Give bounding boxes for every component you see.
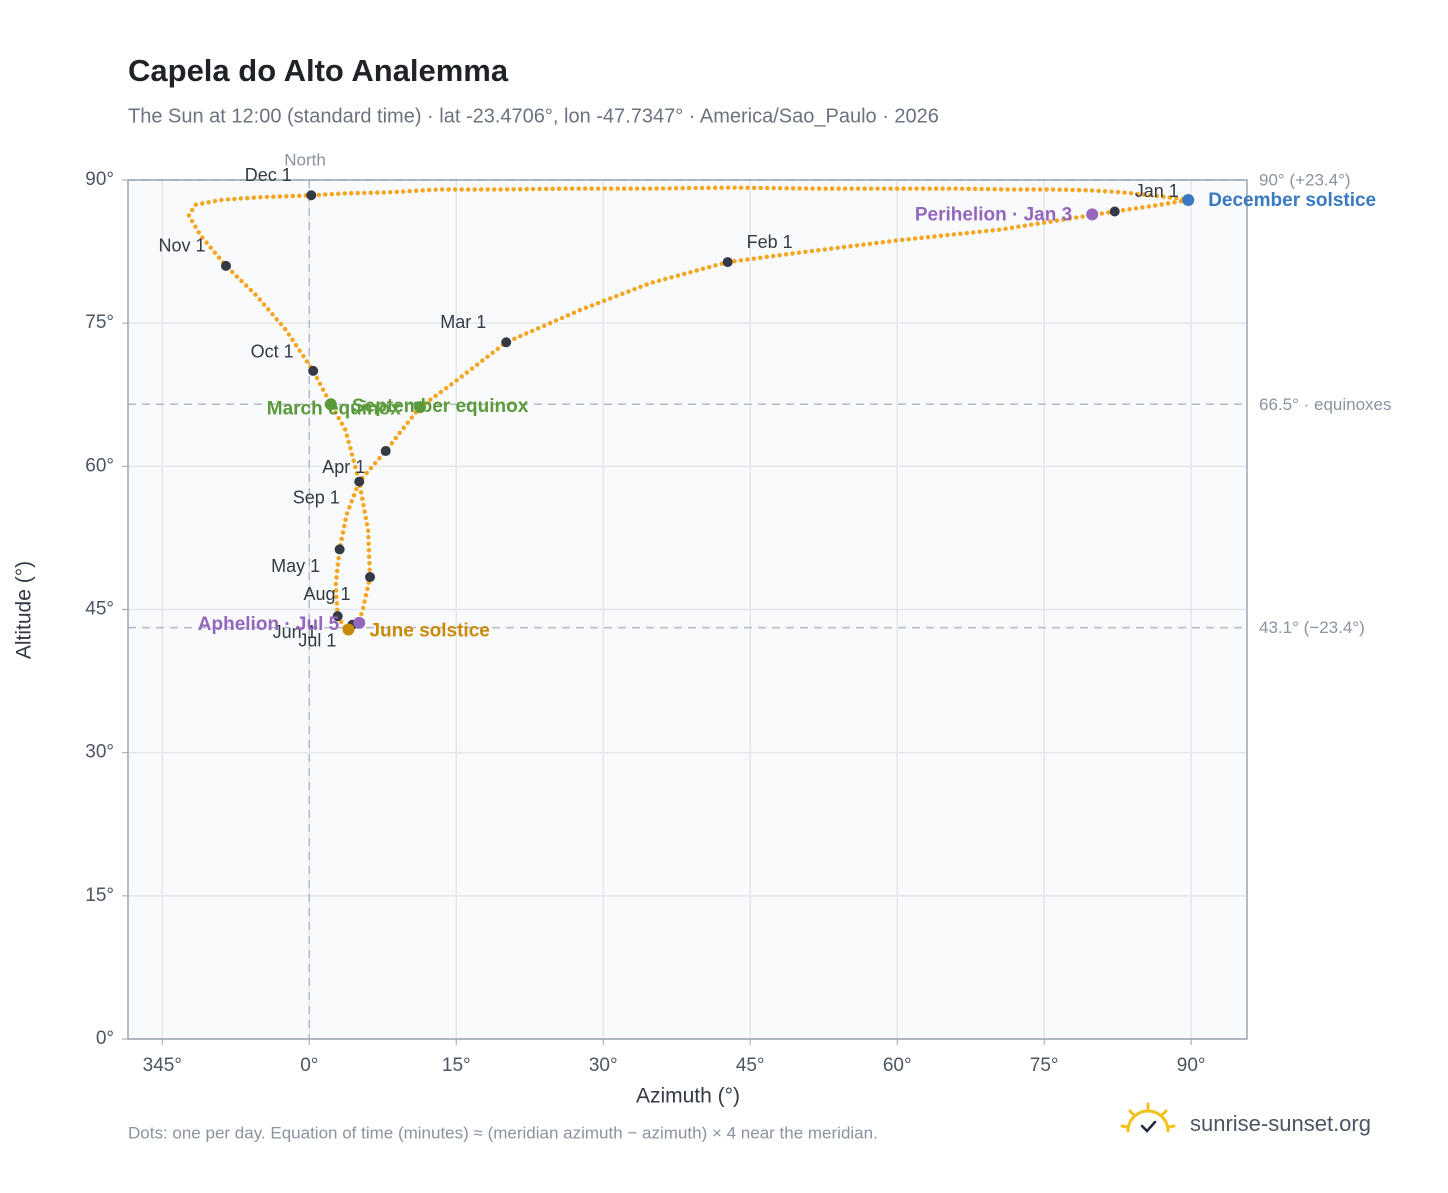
month-label: May 1 bbox=[271, 556, 320, 576]
event-marker bbox=[1182, 194, 1195, 207]
brand: sunrise-sunset.org bbox=[1190, 1111, 1371, 1136]
month-label: Mar 1 bbox=[440, 312, 486, 332]
event-label: June solstice bbox=[369, 621, 489, 642]
reference-label: 66.5° · equinoxes bbox=[1259, 395, 1392, 414]
logo-ray bbox=[1120, 1124, 1129, 1129]
logo-ray bbox=[1160, 1109, 1168, 1117]
month-label: Jan 1 bbox=[1135, 181, 1179, 201]
month-label: Apr 1 bbox=[322, 457, 365, 477]
month-marker bbox=[365, 572, 376, 583]
logo-ray bbox=[1167, 1124, 1176, 1129]
north-label: North bbox=[284, 150, 326, 169]
event-marker bbox=[1086, 208, 1099, 221]
y-tick-label: 45° bbox=[85, 599, 114, 620]
y-tick-label: 30° bbox=[85, 742, 114, 763]
reference-label: 90° (+23.4°) bbox=[1259, 170, 1351, 189]
event-label: Perihelion · Jan 3 bbox=[915, 204, 1072, 225]
reference-label: 43.1° (−23.4°) bbox=[1259, 618, 1365, 637]
event-label: Aphelion · Jul 5 bbox=[198, 614, 340, 635]
month-marker bbox=[1109, 206, 1120, 217]
x-axis-title: Azimuth (°) bbox=[636, 1085, 740, 1108]
x-tick-label: 345° bbox=[143, 1055, 182, 1076]
month-label: Nov 1 bbox=[158, 236, 205, 256]
event-marker bbox=[324, 398, 337, 411]
month-marker bbox=[722, 257, 733, 268]
y-tick-label: 15° bbox=[85, 885, 114, 906]
event-label: September equinox bbox=[352, 396, 529, 417]
x-tick-label: 30° bbox=[589, 1055, 618, 1076]
chart-subtitle: The Sun at 12:00 (standard time) · lat -… bbox=[128, 105, 939, 127]
month-label: Jun 1 bbox=[273, 622, 317, 642]
month-label: Feb 1 bbox=[747, 232, 793, 252]
x-tick-label: 45° bbox=[736, 1055, 765, 1076]
month-marker bbox=[380, 446, 391, 457]
month-label: Aug 1 bbox=[304, 584, 351, 604]
x-tick-label: 90° bbox=[1177, 1055, 1206, 1076]
month-marker bbox=[334, 544, 345, 555]
logo-check bbox=[1140, 1120, 1157, 1133]
y-axis-title: Altitude (°) bbox=[13, 561, 36, 659]
event-label: March equinox bbox=[267, 398, 402, 419]
brand-logo bbox=[1120, 1102, 1176, 1133]
month-label: Dec 1 bbox=[245, 165, 292, 185]
logo-ray bbox=[1128, 1109, 1136, 1117]
chart-title: Capela do Alto Analemma bbox=[128, 53, 509, 88]
footnote: Dots: one per day. Equation of time (min… bbox=[128, 1123, 878, 1142]
month-label: Oct 1 bbox=[251, 342, 294, 362]
month-marker bbox=[306, 190, 317, 201]
y-tick-label: 90° bbox=[85, 169, 114, 190]
y-tick-label: 75° bbox=[85, 312, 114, 333]
month-marker bbox=[354, 476, 365, 487]
marks bbox=[186, 185, 1195, 636]
event-marker bbox=[413, 401, 426, 414]
x-tick-label: 75° bbox=[1030, 1055, 1059, 1076]
month-marker bbox=[220, 260, 231, 271]
event-marker bbox=[353, 616, 366, 629]
x-tick-label: 0° bbox=[300, 1055, 318, 1076]
y-tick-label: 60° bbox=[85, 455, 114, 476]
event-label: December solstice bbox=[1208, 190, 1376, 211]
month-marker bbox=[501, 337, 512, 348]
y-tick-label: 0° bbox=[96, 1028, 114, 1049]
x-tick-label: 60° bbox=[883, 1055, 912, 1076]
month-label: Jul 1 bbox=[298, 631, 336, 651]
month-marker bbox=[308, 365, 319, 376]
month-marker bbox=[332, 611, 343, 622]
month-label: Sep 1 bbox=[293, 487, 340, 507]
x-tick-label: 15° bbox=[442, 1055, 471, 1076]
event-marker bbox=[342, 623, 355, 636]
